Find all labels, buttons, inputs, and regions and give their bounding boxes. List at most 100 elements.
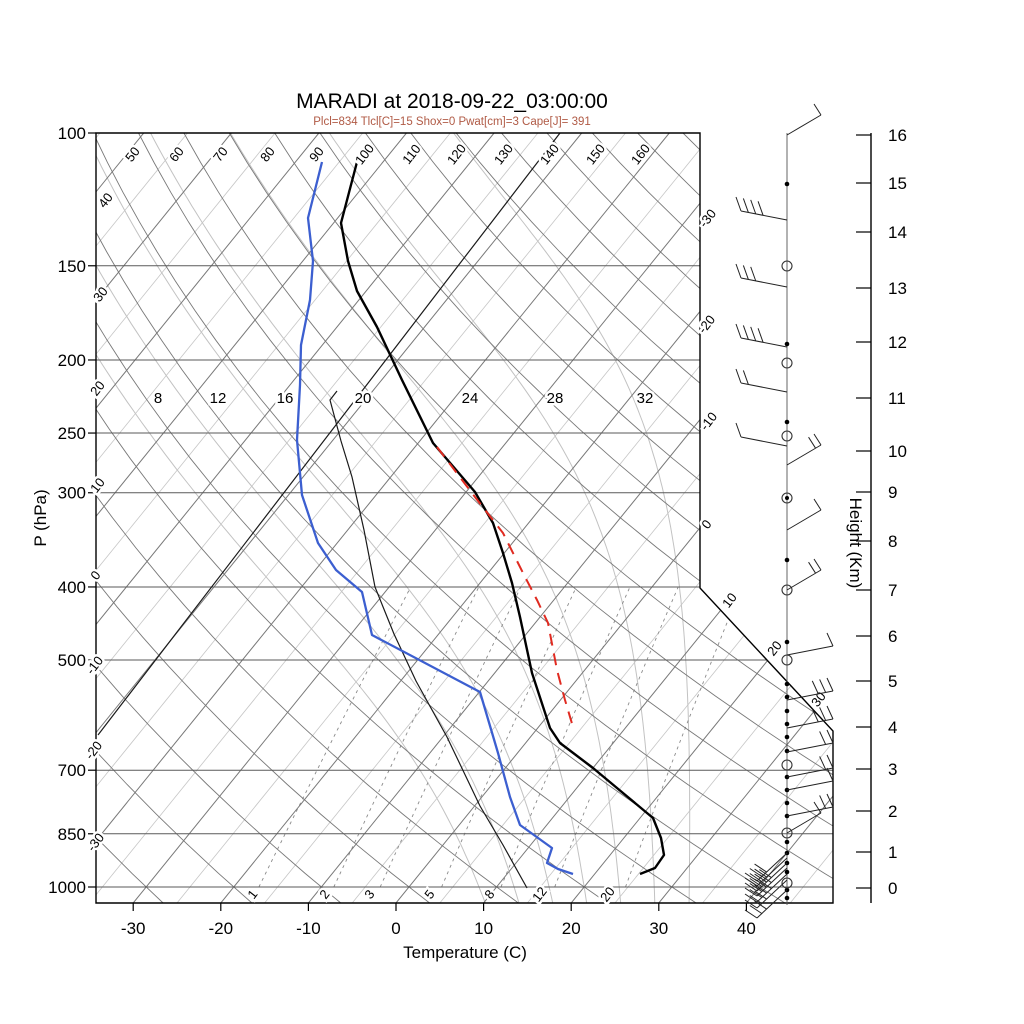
wind-barb — [735, 196, 788, 221]
wind-level-dot — [784, 869, 790, 875]
height-tick-label: 12 — [888, 333, 907, 352]
wind-barb — [744, 879, 788, 909]
dry-adiabat-label-top: 70 — [210, 144, 231, 165]
pressure-tick-label: 100 — [58, 124, 86, 143]
temperature-curve — [339, 161, 666, 876]
pressure-tick-label: 850 — [58, 825, 86, 844]
moist-adiabat-label: 24 — [462, 390, 479, 407]
mixing-ratio-label: 1 — [244, 887, 260, 902]
dewpoint-curve — [295, 161, 574, 876]
isotherm-label-diagonal: 20 — [764, 638, 785, 659]
minor-isotherms — [96, 133, 833, 903]
wind-level-circle — [781, 654, 793, 666]
wind-barb — [744, 889, 788, 919]
wind-level-ring-dot — [785, 496, 789, 500]
edge-labels: 50 60 70 80 90 100 110 120 130 140 150 160403020100… — [79, 139, 831, 907]
dry-adiabat-label-left: 40 — [95, 190, 116, 211]
dry-adiabat-label-left: 20 — [87, 378, 108, 399]
height-tick-label: 1 — [888, 843, 897, 862]
wind-level-circle — [781, 877, 793, 889]
height-tick-label: 13 — [888, 279, 907, 298]
wind-barb-column — [735, 103, 834, 919]
dry-adiabat-label-top: 80 — [257, 144, 278, 165]
wind-level-circle — [781, 357, 793, 369]
moist-adiabat-label: 8 — [154, 390, 162, 407]
height-tick-label: 8 — [888, 532, 897, 551]
plot-area — [96, 133, 833, 903]
wind-barb — [735, 368, 788, 393]
height-tick-label: 6 — [888, 627, 897, 646]
chart-title: MARADI at 2018-09-22_03:00:00 — [296, 90, 608, 113]
pressure-axis-title: P (hPa) — [31, 489, 50, 546]
wind-level-dot — [784, 181, 790, 187]
wind-barb — [786, 677, 834, 701]
wind-level-dot — [784, 734, 790, 740]
wind-barb — [735, 323, 788, 348]
isotherm-label-right: 0 — [698, 517, 714, 532]
pressure-axis: 100 150 200 250 300 400 500 700 850 1000 P (hPa) — [31, 124, 96, 897]
moist-adiabats — [96, 133, 691, 903]
temperature-axis: -30 -20 -10 0 10 20 30 40 Temperature (C) — [121, 903, 756, 962]
plot-border — [95, 132, 834, 904]
temperature-tick-label: 30 — [649, 919, 668, 938]
wind-level-circle — [781, 827, 793, 839]
wind-barb — [786, 433, 822, 466]
height-tick-label: 2 — [888, 802, 897, 821]
wind-barb — [786, 705, 834, 729]
temperature-tick-label: 40 — [737, 919, 756, 938]
wind-level-dot — [784, 839, 790, 845]
dry-adiabat-label-left: 30 — [90, 284, 111, 305]
mixing-ratio-label: 5 — [421, 887, 437, 902]
moist-adiabat-label: 32 — [637, 390, 654, 407]
height-tick-label: 14 — [888, 223, 907, 242]
height-tick-label: 4 — [888, 718, 897, 737]
wind-barb — [786, 558, 822, 591]
height-axis-title: Height (Km) — [846, 498, 865, 589]
wind-barb — [744, 867, 788, 897]
height-tick-label: 5 — [888, 672, 897, 691]
isotherm-label-diagonal: 10 — [719, 590, 740, 611]
height-tick-label: 16 — [888, 126, 907, 145]
wind-barb — [735, 422, 788, 447]
dry-adiabat-label-left: -20 — [82, 738, 105, 762]
pressure-tick-label: 1000 — [48, 878, 86, 897]
height-tick-label: 10 — [888, 442, 907, 461]
temperature-tick-label: 20 — [562, 919, 581, 938]
pressure-tick-label: 400 — [58, 578, 86, 597]
pressure-tick-label: 500 — [58, 651, 86, 670]
dry-adiabat-label-top: 50 — [122, 144, 143, 165]
wind-level-dot — [784, 895, 790, 901]
wind-barb — [744, 873, 788, 903]
pressure-gridlines — [96, 265, 833, 888]
temperature-axis-title: Temperature (C) — [403, 943, 527, 962]
aux-lines — [97, 133, 561, 889]
wind-barb — [786, 729, 834, 753]
moist-adiabat-label: 16 — [277, 390, 294, 407]
pressure-tick-label: 150 — [58, 257, 86, 276]
wind-barb — [786, 767, 834, 791]
wind-level-dot — [784, 419, 790, 425]
wind-level-dot — [784, 800, 790, 806]
height-tick-label: 7 — [888, 581, 897, 600]
wind-level-circle — [781, 759, 793, 771]
dry-adiabat-label-top: 90 — [306, 144, 327, 165]
isotherm-label-right: -30 — [696, 206, 719, 230]
pressure-tick-label: 200 — [58, 351, 86, 370]
wind-level-circle — [781, 260, 793, 272]
wind-level-circle — [781, 430, 793, 442]
wind-level-dot — [784, 748, 790, 754]
mixing-ratio-label: 3 — [361, 887, 377, 902]
wind-level-dot — [784, 639, 790, 645]
temperature-tick-label: 10 — [474, 919, 493, 938]
wind-level-dot — [784, 694, 790, 700]
temperature-tick-label: 0 — [391, 919, 400, 938]
wind-barb — [786, 632, 834, 656]
pressure-tick-label: 250 — [58, 424, 86, 443]
wind-barb — [744, 857, 788, 887]
wind-level-dot — [784, 681, 790, 687]
wind-level-dot — [784, 708, 790, 714]
isotherm-label-right: -20 — [695, 312, 718, 336]
